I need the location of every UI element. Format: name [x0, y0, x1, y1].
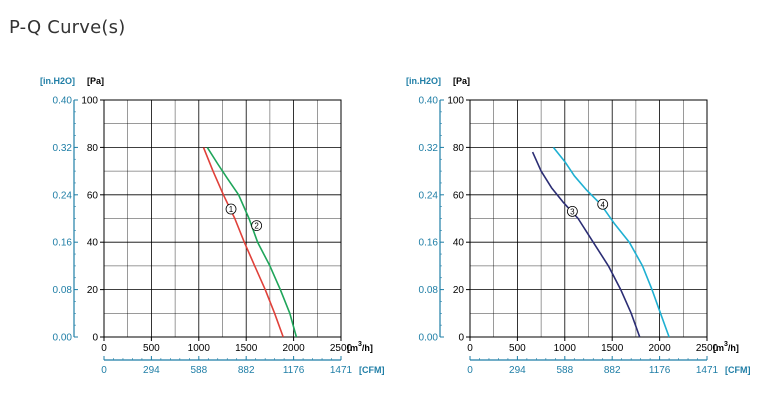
y2-tick-label: 0.16: [53, 238, 73, 249]
x2-unit-label: [CFM]: [725, 365, 751, 375]
curve-3: [531, 151, 641, 338]
y-tick-label: 40: [453, 238, 465, 249]
y2-tick-label: 0.32: [419, 143, 439, 154]
y2-tick-label: 0.00: [53, 333, 73, 344]
plot-frame: [103, 99, 342, 338]
x2-tick-label: 1471: [696, 365, 719, 376]
curve-marker-1: [225, 203, 237, 215]
y-tick-label: 40: [87, 238, 99, 249]
x2-tick-label: 588: [556, 365, 573, 376]
y-unit-label: [Pa]: [87, 76, 104, 86]
x-tick-label: 0: [467, 343, 473, 354]
x-tick-label: 2500: [696, 343, 719, 354]
curve-label-2: 2: [254, 222, 259, 231]
x2-tick-label: 1176: [649, 365, 671, 376]
y2-tick-label: 0.32: [53, 143, 73, 154]
x2-tick-label: 1471: [330, 365, 353, 376]
x-tick-label: 500: [143, 343, 160, 354]
x2-tick-label: 0: [101, 365, 107, 376]
x2-tick-label: 882: [604, 365, 621, 376]
y2-unit-label: [in.H2O]: [40, 76, 75, 86]
y2-tick-label: 0.24: [53, 190, 73, 201]
y2-tick-label: 0.16: [419, 238, 439, 249]
y-tick-label: 80: [453, 143, 465, 154]
x-tick-label: 500: [509, 343, 526, 354]
x-tick-label: 2500: [330, 343, 353, 354]
y-tick-label: 0: [92, 333, 98, 344]
y2-tick-label: 0.08: [419, 285, 439, 296]
page-title: P-Q Curve(s): [9, 17, 126, 38]
curve-label-4: 4: [600, 200, 605, 209]
y-tick-label: 20: [87, 285, 99, 296]
y-tick-label: 0: [458, 333, 464, 344]
y2-tick-label: 0.08: [53, 285, 73, 296]
y-tick-label: 20: [453, 285, 465, 296]
x-tick-label: 1500: [235, 343, 258, 354]
x-tick-label: 1000: [554, 343, 577, 354]
y-tick-label: 100: [447, 96, 464, 107]
curve-1: [202, 147, 284, 338]
y-tick-label: 60: [453, 190, 465, 201]
y2-unit-label: [in.H2O]: [406, 76, 441, 86]
x-tick-label: 1000: [188, 343, 211, 354]
x-tick-label: 2000: [282, 343, 305, 354]
x-tick-label: 2000: [648, 343, 671, 354]
x-unit-label: [m3/h]: [347, 341, 373, 353]
curve-marker-4: [597, 198, 609, 210]
plot-frame: [469, 99, 708, 338]
curve-label-1: 1: [229, 205, 234, 214]
y2-tick-label: 0.40: [53, 96, 73, 107]
curve-label-3: 3: [570, 207, 575, 216]
y-unit-label: [Pa]: [453, 76, 470, 86]
x2-tick-label: 294: [509, 365, 526, 376]
curve-marker-2: [251, 220, 263, 232]
x2-tick-label: 588: [190, 365, 207, 376]
y2-tick-label: 0.00: [419, 333, 439, 344]
curve-marker-3: [566, 205, 578, 217]
x2-tick-label: 882: [238, 365, 255, 376]
y-tick-label: 60: [87, 190, 99, 201]
y-tick-label: 100: [81, 96, 98, 107]
x2-tick-label: 294: [143, 365, 160, 376]
curve-4: [552, 146, 670, 338]
y-tick-label: 80: [87, 143, 99, 154]
x-tick-label: 0: [101, 343, 107, 354]
x2-tick-label: 1176: [283, 365, 305, 376]
x2-unit-label: [CFM]: [359, 365, 385, 375]
x-tick-label: 1500: [601, 343, 624, 354]
curve-2: [206, 146, 298, 338]
x2-tick-label: 0: [467, 365, 473, 376]
y2-tick-label: 0.40: [419, 96, 439, 107]
x-unit-label: [m3/h]: [713, 341, 739, 353]
y2-tick-label: 0.24: [419, 190, 439, 201]
